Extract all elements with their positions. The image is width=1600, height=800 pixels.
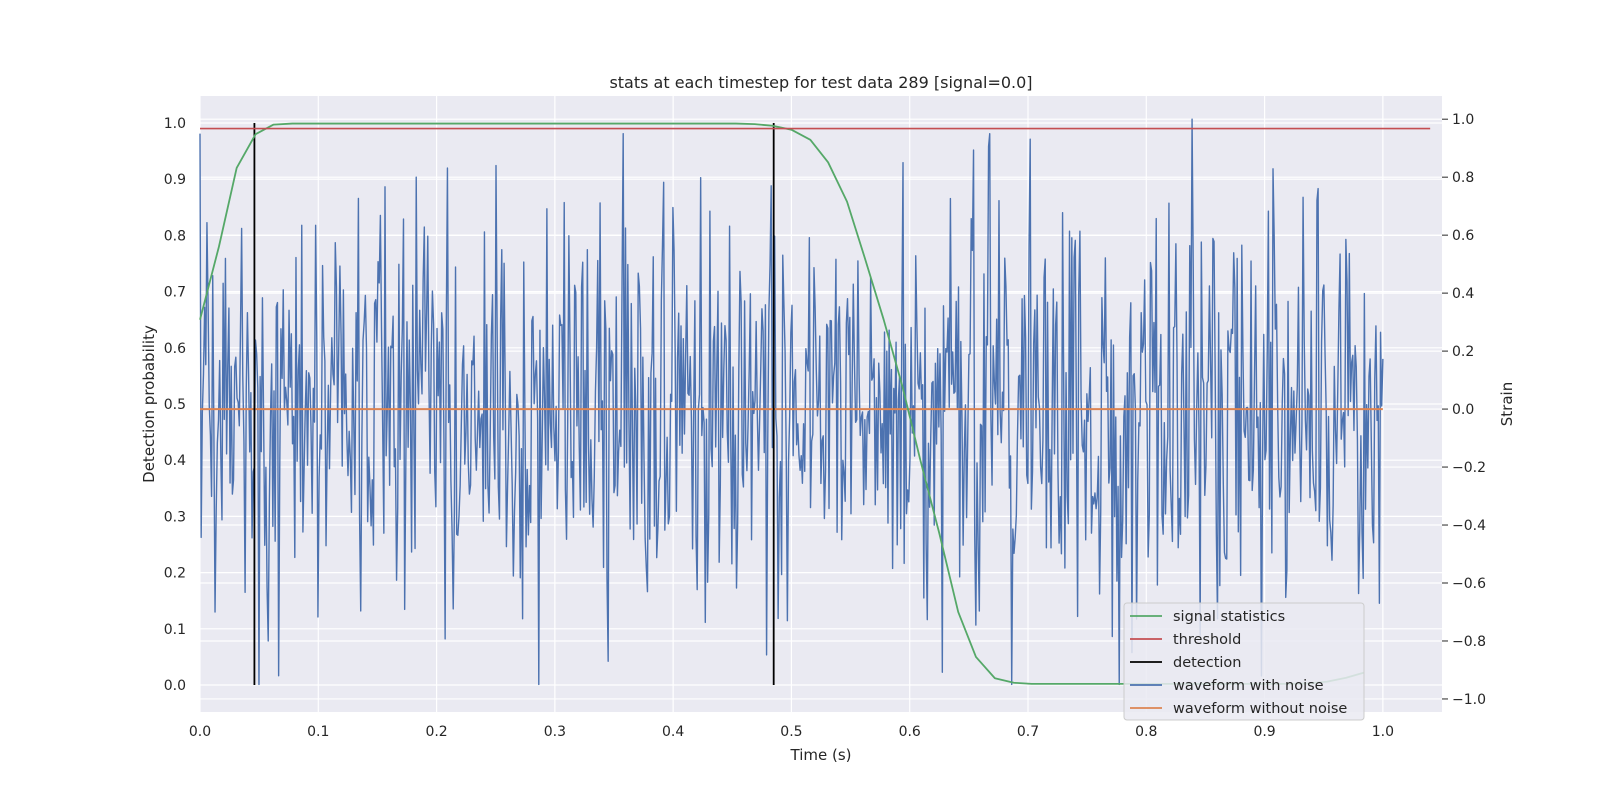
legend: signal statistics threshold detection wa… <box>1123 602 1365 721</box>
y-tick-label: 0.8 <box>164 228 186 244</box>
y-right-tick-label: −1.0 <box>1452 692 1486 708</box>
y-tick-label: 0.9 <box>164 172 186 188</box>
y-right-tick-label: 0.8 <box>1452 170 1474 186</box>
series-waveform-with-noise <box>199 118 1384 686</box>
x-tick-label: 0.1 <box>307 724 329 740</box>
y-tick-label: 0.6 <box>164 341 186 357</box>
x-tick-label: 0.4 <box>662 724 684 740</box>
x-tick-label: 0.8 <box>1135 724 1157 740</box>
y-tick-label: 0.5 <box>164 397 186 413</box>
y-tick-label: 0.3 <box>164 509 186 525</box>
y-right-tick-label: 0.2 <box>1452 344 1474 360</box>
chart-title: stats at each timestep for test data 289… <box>609 73 1032 92</box>
y-right-tick-label: 1.0 <box>1452 112 1474 128</box>
legend-label-threshold: threshold <box>1173 632 1241 648</box>
legend-label-detection: detection <box>1173 655 1241 671</box>
x-axis-title: Time (s) <box>790 746 852 764</box>
y-tick-label: 0.4 <box>164 453 186 469</box>
x-tick-label: 1.0 <box>1372 724 1394 740</box>
y-right-tick-label: −0.8 <box>1452 634 1486 650</box>
x-tick-label: 0.5 <box>780 724 802 740</box>
tick-labels: 0.0 0.1 0.2 0.3 0.4 0.5 0.6 0.7 0.8 0.9 1.0 0.0 0.1 0… <box>164 112 1486 740</box>
y-axis-right-title: Strain <box>1498 382 1516 426</box>
x-tick-label: 0.7 <box>1017 724 1039 740</box>
y-tick-label: 0.7 <box>164 285 186 301</box>
y-right-tick-label: −0.2 <box>1452 460 1486 476</box>
x-tick-label: 0.6 <box>899 724 921 740</box>
y-tick-label: 0.2 <box>164 566 186 582</box>
y-tick-label: 0.0 <box>164 678 186 694</box>
y-right-tick-label: 0.0 <box>1452 402 1474 418</box>
legend-label-waveform-without-noise: waveform without noise <box>1173 701 1347 717</box>
y-right-tick-label: −0.6 <box>1452 576 1486 592</box>
y-axis-title: Detection probability <box>140 325 158 483</box>
legend-label-signal-statistics: signal statistics <box>1173 609 1285 625</box>
x-tick-label: 0.9 <box>1253 724 1275 740</box>
y-tick-label: 0.1 <box>164 622 186 638</box>
x-tick-label: 0.3 <box>544 724 566 740</box>
y-right-tick-label: 0.6 <box>1452 228 1474 244</box>
x-tick-label: 0.0 <box>189 724 211 740</box>
legend-box <box>1123 602 1365 721</box>
x-tick-label: 0.2 <box>425 724 447 740</box>
y-right-tick-label: 0.4 <box>1452 286 1474 302</box>
legend-label-waveform-with-noise: waveform with noise <box>1173 678 1324 694</box>
y-tick-label: 1.0 <box>164 116 186 132</box>
y-right-tick-label: −0.4 <box>1452 518 1486 534</box>
